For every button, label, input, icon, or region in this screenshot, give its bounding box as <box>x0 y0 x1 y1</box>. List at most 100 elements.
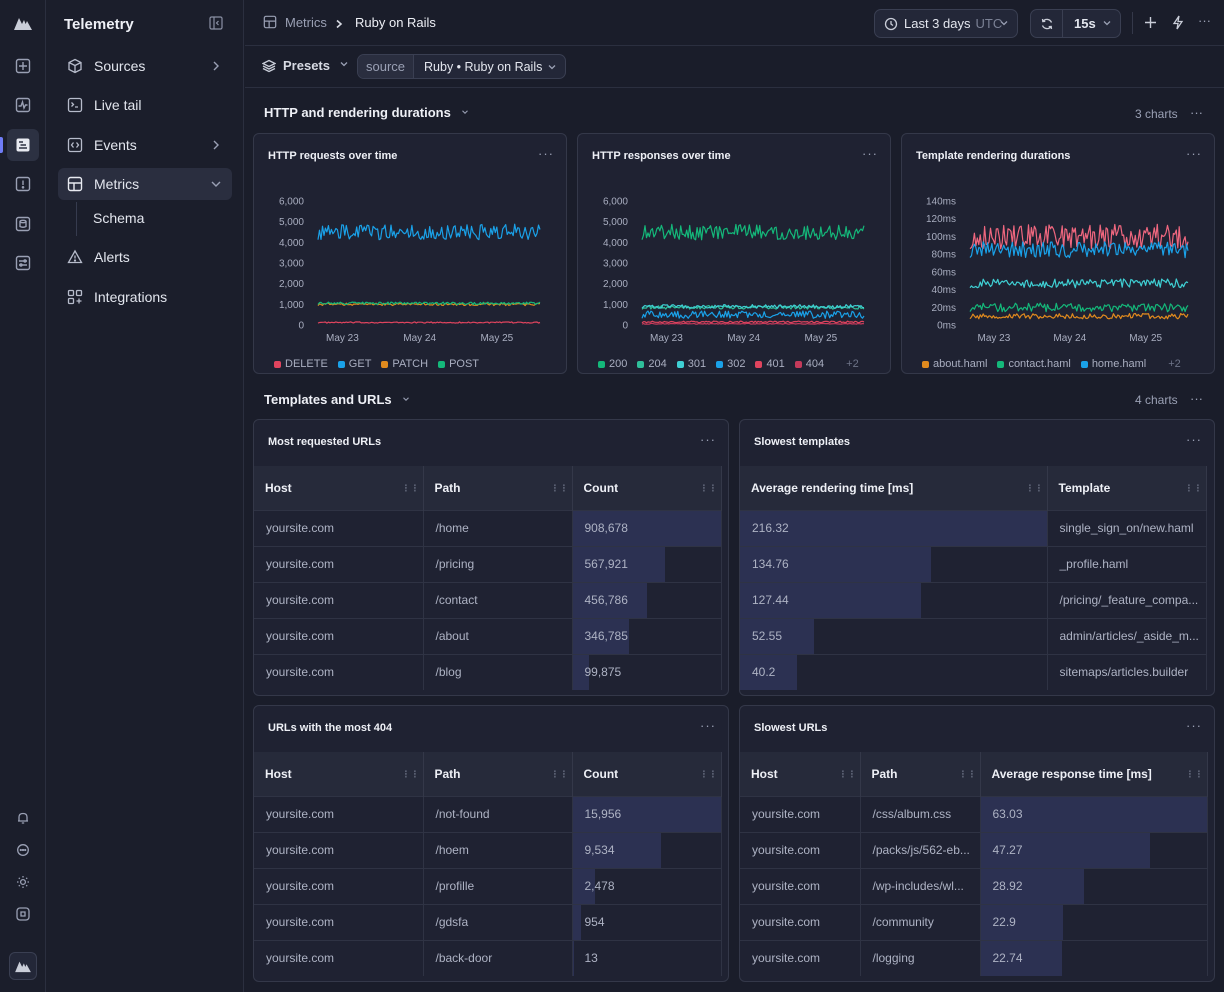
plus-icon[interactable] <box>1144 16 1157 32</box>
legend-item[interactable]: GET <box>337 358 371 370</box>
account-avatar-icon[interactable] <box>9 952 37 980</box>
more-options-icon[interactable]: ··· <box>1186 718 1202 733</box>
column-header[interactable]: Path ⋮⋮ <box>423 752 573 796</box>
more-options-icon[interactable]: ··· <box>700 432 716 447</box>
chat-icon[interactable] <box>11 838 35 862</box>
collapse-sidebar-icon[interactable] <box>209 16 225 32</box>
table-row[interactable]: yoursite.com/hoem 9,534 <box>254 831 722 868</box>
sidebar-item-events[interactable]: Events <box>58 129 232 161</box>
sidebar-item-alerts[interactable]: Alerts <box>58 241 232 273</box>
breadcrumb-parent[interactable]: Metrics <box>285 15 327 30</box>
legend-item[interactable]: 302 <box>716 358 745 370</box>
table-row[interactable]: yoursite.com/pricing 567,921 <box>254 545 722 582</box>
sidebar-item-metrics[interactable]: Metrics <box>58 168 232 200</box>
column-header[interactable]: Average rendering time [ms] ⋮⋮ <box>740 466 1048 510</box>
resize-handle-icon[interactable]: ⋮⋮ <box>699 483 718 493</box>
command-icon[interactable] <box>11 902 35 926</box>
column-header[interactable]: Path ⋮⋮ <box>860 752 981 796</box>
settings-sliders-icon[interactable] <box>11 251 35 275</box>
resize-handle-icon[interactable]: ⋮⋮ <box>550 483 569 493</box>
table-row[interactable]: 40.2 sitemaps/articles.builder <box>740 653 1207 690</box>
resize-handle-icon[interactable]: ⋮⋮ <box>958 769 977 779</box>
table-row[interactable]: 134.76 _profile.haml <box>740 545 1207 582</box>
legend-item[interactable]: 404 <box>794 358 824 370</box>
table-row[interactable]: 216.32 single_sign_on/new.haml <box>740 509 1207 546</box>
presets-dropdown[interactable]: Presets <box>261 58 349 73</box>
resize-handle-icon[interactable]: ⋮⋮ <box>401 483 420 493</box>
table-row[interactable]: yoursite.com/home 908,678 <box>254 509 722 546</box>
resize-handle-icon[interactable]: ⋮⋮ <box>838 769 857 779</box>
more-options-icon[interactable]: ··· <box>1198 13 1211 28</box>
table-row[interactable]: yoursite.com/blog 99,875 <box>254 653 722 690</box>
more-options-icon[interactable]: ··· <box>1186 146 1202 161</box>
column-header[interactable]: Path ⋮⋮ <box>423 466 573 510</box>
resize-handle-icon[interactable]: ⋮⋮ <box>699 769 718 779</box>
sidebar-item-sources[interactable]: Sources <box>58 50 232 82</box>
legend-item[interactable]: 401 <box>755 358 785 370</box>
legend-item[interactable]: POST <box>438 358 479 370</box>
incident-icon[interactable] <box>11 172 35 196</box>
refresh-icon[interactable] <box>1031 10 1063 37</box>
table-row[interactable]: yoursite.com/contact 456,786 <box>254 581 722 618</box>
table-row[interactable]: yoursite.com/logging 22.74 <box>740 939 1208 976</box>
resize-handle-icon[interactable]: ⋮⋮ <box>401 769 420 779</box>
sparkle-icon[interactable] <box>11 54 35 78</box>
divider <box>1132 12 1133 34</box>
resize-handle-icon[interactable]: ⋮⋮ <box>1185 769 1204 779</box>
column-header[interactable]: Count ⋮⋮ <box>572 752 722 796</box>
table-row[interactable]: 52.55 admin/articles/_aside_m... <box>740 617 1207 654</box>
source-filter[interactable]: source Ruby • Ruby on Rails <box>357 54 566 79</box>
sun-icon[interactable] <box>11 870 35 894</box>
resize-handle-icon[interactable]: ⋮⋮ <box>1025 483 1044 493</box>
column-header[interactable]: Average response time [ms] ⋮⋮ <box>980 752 1208 796</box>
activity-icon[interactable] <box>11 93 35 117</box>
resize-handle-icon[interactable]: ⋮⋮ <box>550 769 569 779</box>
sidebar-item-integrations[interactable]: Integrations <box>58 281 232 313</box>
legend-item[interactable]: PATCH <box>381 358 428 370</box>
column-header[interactable]: Host ⋮⋮ <box>254 466 424 510</box>
legend-item[interactable]: 204 <box>637 358 667 370</box>
column-header[interactable]: Host ⋮⋮ <box>254 752 424 796</box>
table-row[interactable]: yoursite.com/css/album.css 63.03 <box>740 795 1208 832</box>
legend-item[interactable]: contact.haml <box>997 358 1071 370</box>
line-chart: 6,000 5,000 4,000 3,000 2,000 1,000 0 May 23 May… <box>603 197 865 344</box>
legend-item[interactable]: DELETE <box>274 358 328 370</box>
legend-item[interactable]: about.haml <box>922 358 987 370</box>
legend-item[interactable]: 301 <box>676 358 706 370</box>
more-options-icon[interactable]: ··· <box>1190 105 1203 120</box>
lightning-icon[interactable] <box>1172 15 1184 33</box>
table-row[interactable]: yoursite.com/about 346,785 <box>254 617 722 654</box>
section-title-templates[interactable]: Templates and URLs <box>264 392 411 407</box>
bell-icon[interactable] <box>11 806 35 830</box>
chevron-right-icon <box>210 138 222 152</box>
column-header[interactable]: Host ⋮⋮ <box>740 752 861 796</box>
table-row[interactable]: yoursite.com/profille 2,478 <box>254 867 722 904</box>
database-icon[interactable] <box>11 212 35 236</box>
table-row[interactable]: yoursite.com/back-door 13 <box>254 939 722 976</box>
table-row[interactable]: yoursite.com/gdsfa 954 <box>254 903 722 940</box>
legend-more[interactable]: +2 <box>846 358 859 370</box>
more-options-icon[interactable]: ··· <box>862 146 878 161</box>
table-row[interactable]: 127.44/pricing/_feature_compa... <box>740 581 1207 618</box>
column-header[interactable]: Template ⋮⋮ <box>1047 466 1207 510</box>
more-options-icon[interactable]: ··· <box>700 718 716 733</box>
legend-item[interactable]: 200 <box>598 358 627 370</box>
more-options-icon[interactable]: ··· <box>1190 391 1203 406</box>
more-options-icon[interactable]: ··· <box>538 146 554 161</box>
table-row[interactable]: yoursite.com/not-found 15,956 <box>254 795 722 832</box>
table-row[interactable]: yoursite.com/community 22.9 <box>740 903 1208 940</box>
section-title-http[interactable]: HTTP and rendering durations <box>264 105 470 120</box>
logo-icon[interactable] <box>11 11 35 35</box>
column-header[interactable]: Count ⋮⋮ <box>572 466 722 510</box>
sidebar-item-live-tail[interactable]: Live tail <box>58 89 232 121</box>
logs-icon[interactable] <box>7 129 39 161</box>
more-options-icon[interactable]: ··· <box>1186 432 1202 447</box>
table-row[interactable]: yoursite.com/packs/js/562-eb... 47.27 <box>740 831 1208 868</box>
sidebar-subitem-schema[interactable]: Schema <box>93 210 145 226</box>
time-range-selector[interactable]: Last 3 days UTC <box>874 9 1018 38</box>
legend-more[interactable]: +2 <box>1168 358 1181 370</box>
legend-item[interactable]: home.haml <box>1080 358 1146 370</box>
resize-handle-icon[interactable]: ⋮⋮ <box>1184 483 1203 493</box>
table-row[interactable]: yoursite.com/wp-includes/wl... 28.92 <box>740 867 1208 904</box>
refresh-interval-label[interactable]: 15s <box>1074 16 1096 31</box>
